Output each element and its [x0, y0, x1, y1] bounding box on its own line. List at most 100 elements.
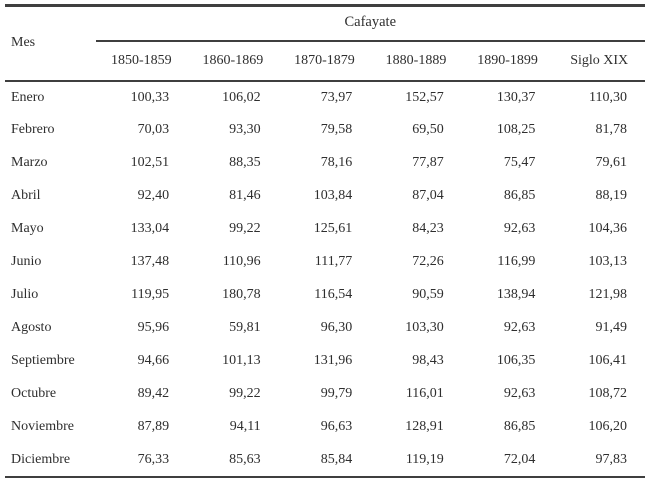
value-cell: 90,59 [412, 287, 444, 302]
value-cell: 81,46 [229, 188, 261, 203]
value-cell: 100,33 [130, 89, 170, 105]
value-cell: 106,20 [588, 419, 628, 434]
table-row: Octubre 89,42 99,22 99,79 116,01 92,63 108,72 [5, 378, 645, 411]
value-cell: 85,63 [229, 451, 261, 467]
value-cell: 94,11 [229, 419, 261, 434]
value-cell: 87,89 [137, 419, 170, 434]
month-label: Enero [11, 89, 45, 105]
value-cell: 84,23 [412, 221, 444, 236]
table-row: Diciembre 76,33 85,63 85,84 119,19 72,04 97,83 [5, 444, 645, 477]
table-header: Mes Cafayate 1850-1859 1860-1869 1870-1879… [5, 5, 645, 82]
table-row: Noviembre 87,89 94,11 96,63 128,91 86,85 106,2… [5, 411, 645, 444]
value-cell: 116,99 [497, 254, 536, 269]
value-cell: 78,16 [320, 155, 353, 170]
value-cell: 138,94 [496, 287, 536, 302]
value-cell: 92,63 [503, 320, 536, 335]
month-label: Octubre [11, 386, 57, 401]
value-cell: 106,41 [588, 353, 628, 368]
table-title: Cafayate [95, 5, 645, 42]
month-label: Abril [11, 188, 41, 203]
value-cell: 116,01 [405, 386, 444, 401]
column-header: 1860-1869 [187, 40, 279, 82]
value-cell: 110,96 [222, 254, 261, 269]
value-cell: 119,19 [405, 451, 444, 467]
value-cell: 92,63 [503, 386, 536, 401]
month-label: Agosto [11, 320, 52, 335]
value-cell: 119,95 [131, 287, 170, 302]
value-cell: 128,91 [405, 419, 444, 434]
column-header: 1890-1899 [461, 40, 554, 82]
value-cell: 99,22 [229, 221, 261, 236]
value-cell: 69,50 [412, 122, 444, 137]
value-cell: 86,85 [503, 188, 536, 203]
value-cell: 72,26 [412, 254, 444, 269]
value-cell: 92,40 [137, 188, 170, 203]
value-cell: 131,96 [313, 353, 353, 368]
value-cell: 85,84 [320, 451, 353, 467]
value-cell: 102,51 [130, 155, 170, 170]
value-cell: 72,04 [503, 451, 536, 467]
value-cell: 79,58 [320, 122, 353, 137]
value-cell: 98,43 [412, 353, 444, 368]
month-label: Julio [11, 287, 39, 302]
value-cell: 108,25 [496, 122, 536, 137]
value-cell: 88,35 [229, 155, 261, 170]
month-label: Mayo [11, 221, 44, 236]
value-cell: 94,66 [137, 353, 170, 368]
value-cell: 103,30 [405, 320, 444, 335]
value-cell: 89,42 [137, 386, 170, 401]
value-cell: 76,33 [137, 451, 170, 467]
value-cell: 93,30 [229, 122, 261, 137]
value-cell: 92,63 [503, 221, 536, 236]
column-header: 1880-1889 [370, 40, 462, 82]
value-cell: 103,84 [313, 188, 353, 203]
value-cell: 77,87 [412, 155, 444, 170]
column-header: Siglo XIX [553, 40, 645, 82]
month-label: Noviembre [11, 419, 74, 434]
table-row: Junio 137,48 110,96 111,77 72,26 116,99 103,13 [5, 246, 645, 279]
table-row: Julio 119,95 180,78 116,54 90,59 138,94 121,98 [5, 279, 645, 312]
value-cell: 79,61 [595, 155, 628, 170]
value-cell: 180,78 [222, 287, 261, 302]
table-row: Febrero 70,03 93,30 79,58 69,50 108,25 81,78 [5, 114, 645, 147]
value-cell: 137,48 [130, 254, 170, 269]
value-cell: 116,54 [314, 287, 353, 302]
value-cell: 96,63 [320, 419, 353, 434]
group-header-row: Mes Cafayate [5, 5, 645, 82]
value-cell: 121,98 [588, 287, 628, 302]
value-cell: 88,19 [595, 188, 628, 203]
row-header-label: Mes [5, 5, 96, 82]
value-cell: 81,78 [595, 122, 628, 137]
value-cell: 91,49 [595, 320, 628, 335]
value-cell: 59,81 [229, 320, 261, 335]
value-cell: 111,77 [314, 254, 353, 269]
value-cell: 96,30 [320, 320, 353, 335]
data-table: Mes Cafayate 1850-1859 1860-1869 1870-1879… [5, 4, 645, 478]
value-cell: 103,13 [588, 254, 628, 269]
value-cell: 130,37 [496, 89, 536, 105]
value-cell: 75,47 [503, 155, 536, 170]
value-cell: 86,85 [503, 419, 536, 434]
month-label: Septiembre [11, 353, 75, 368]
table-body: Enero 100,33 106,02 73,97 152,57 130,37 110,30… [5, 81, 645, 477]
value-cell: 106,35 [496, 353, 536, 368]
value-cell: 110,30 [589, 89, 627, 105]
month-label: Diciembre [11, 451, 71, 467]
value-cell: 106,02 [222, 89, 261, 105]
value-cell: 95,96 [137, 320, 170, 335]
value-cell: 152,57 [405, 89, 444, 105]
table-row: Agosto 95,96 59,81 96,30 103,30 92,63 91,49 [5, 312, 645, 345]
column-header: 1870-1879 [278, 40, 371, 82]
value-cell: 73,97 [320, 89, 353, 105]
month-label: Marzo [11, 155, 48, 170]
value-cell: 133,04 [130, 221, 170, 236]
value-cell: 108,72 [588, 386, 628, 401]
value-cell: 104,36 [588, 221, 628, 236]
month-label: Junio [11, 254, 42, 269]
value-cell: 97,83 [595, 451, 628, 467]
table-row: Marzo 102,51 88,35 78,16 77,87 75,47 79,61 [5, 147, 645, 180]
table-row: Septiembre 94,66 101,13 131,96 98,43 106,35 10… [5, 345, 645, 378]
column-header: 1850-1859 [95, 40, 188, 82]
month-label: Febrero [11, 122, 55, 137]
